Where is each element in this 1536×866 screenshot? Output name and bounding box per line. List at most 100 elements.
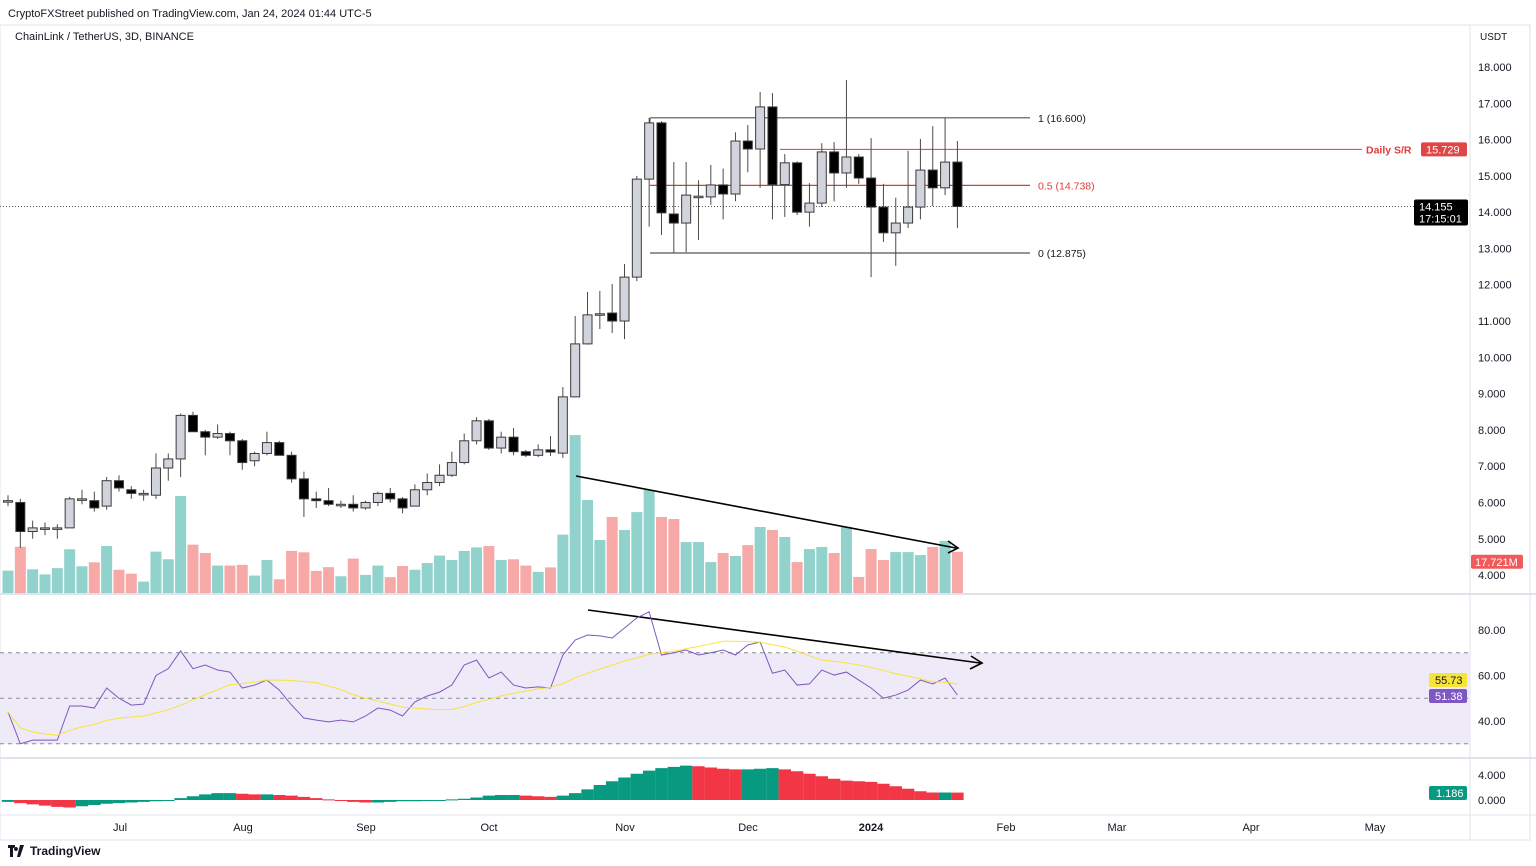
macd-histogram-bar [322,799,335,801]
time-tick-label: Aug [233,822,253,834]
macd-histogram-bar [199,794,212,800]
candle-body [52,527,63,530]
macd-histogram-bar [778,769,791,800]
candle-body [483,420,494,449]
time-tick-label: Nov [615,822,635,834]
arrow-head-icon [969,655,984,670]
candle-body [570,343,581,398]
macd-tag [1429,786,1467,800]
tradingview-logo[interactable]: TradingView [8,844,100,858]
candle-body [348,503,359,509]
time-tick-label: Sep [356,822,376,834]
macd-histogram-bar [211,793,224,800]
volume-bar [939,540,951,593]
macd-histogram-bar [236,793,249,800]
macd-histogram-bar [223,793,237,800]
volume-bar [545,567,557,593]
macd-histogram-bar [655,768,668,800]
macd-histogram-bar [716,768,730,800]
volume-bar [471,547,483,593]
price-tick-label: 14.000 [1478,207,1512,219]
candle-body [927,169,938,189]
volume-bar [224,565,236,593]
price-tick-label: 5.000 [1478,534,1506,546]
macd-histogram-bar [618,777,631,800]
arrow-head-icon [947,540,960,554]
volume-bar [273,579,285,593]
macd-histogram-bar [334,800,348,801]
volume-bar [261,559,273,593]
candle-body [138,492,149,496]
time-tick-label: 2024 [859,822,884,834]
volume-bar [619,529,630,593]
macd-histogram-bar [581,789,594,800]
volume-bar [88,562,100,593]
macd-histogram-bar [260,794,274,800]
tradingview-logo-text: TradingView [30,844,101,858]
daily-sr-label: Daily S/R [1366,144,1412,156]
sr-price-tag-text: 15.729 [1426,144,1460,156]
macd-histogram-bar [741,769,754,800]
macd-tag-text: 1.186 [1436,788,1464,800]
volume-bar [840,526,852,593]
volume-bar [606,516,618,593]
volume-bar [803,549,815,593]
candle-body [224,433,235,442]
candle-body [113,480,124,489]
candle-body [422,482,433,491]
macd-histogram-bar [803,773,816,800]
volume-bar [532,571,544,593]
candle-body [878,206,889,234]
bar-countdown-text: 17:15:01 [1419,214,1462,226]
candle-body [594,313,605,316]
macd-histogram-bar [914,791,927,800]
macd-histogram-bar [889,786,902,800]
time-tick-label: May [1365,822,1386,834]
volume-bar [113,569,125,593]
volume-bar [409,569,421,593]
volume-bar [458,550,470,593]
volume-bar [890,552,902,593]
candle-body [311,498,322,502]
volume-bar [286,550,298,593]
candle-body [520,451,531,456]
volume-bar [310,570,322,593]
candle-body [446,462,457,476]
macd-histogram-bar [100,800,113,804]
time-tick-label: Dec [738,822,758,834]
time-tick-label: Apr [1242,822,1259,834]
price-tick-label: 13.000 [1478,243,1512,255]
candle-body [200,431,211,438]
price-tick-label: 4.000 [1478,570,1506,582]
price-tick-label: 11.000 [1478,316,1511,328]
volume-bar [927,546,939,593]
volume-bar [557,534,569,593]
macd-histogram-bar [285,795,298,800]
volume-bar [323,567,335,593]
macd-histogram-bar [248,794,261,800]
macd-histogram-bar [531,796,545,800]
macd-histogram-bar [864,781,878,800]
volume-bar [39,574,51,593]
price-tick-label: 16.000 [1478,135,1512,147]
macd-histogram-bar [753,768,767,800]
candle-body [385,492,396,500]
macd-histogram-bar [704,767,718,800]
candle-body [249,452,260,462]
candle-body [668,213,679,224]
candle-body [890,222,901,234]
volume-bar [101,546,113,593]
macd-histogram-bar [310,798,323,800]
volume-bar [347,558,359,593]
volume-bar [582,499,594,593]
rsi-tick-label: 60.00 [1478,671,1506,683]
macd-histogram-bar [519,795,533,800]
candle-body [705,184,716,198]
macd-histogram-bar [679,765,693,800]
volume-bar [298,552,310,593]
candle-body [508,436,519,453]
candle-body [126,489,137,494]
macd-histogram-bar [408,800,422,802]
volume-bar [434,555,446,593]
